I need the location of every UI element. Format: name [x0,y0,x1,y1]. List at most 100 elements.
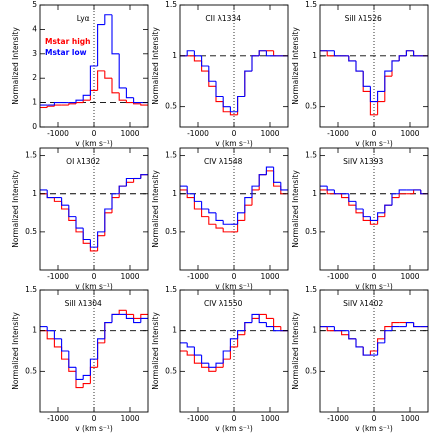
step [53,330,62,340]
step [75,367,84,381]
step [348,334,356,340]
y-tick-label: 1.5 [165,0,177,9]
step [258,50,267,56]
step [377,101,385,115]
step [75,216,84,229]
step [333,326,342,332]
step [333,50,342,57]
y-tick-label: 1 [312,189,317,198]
step [215,224,224,229]
x-axis-label: v (km s⁻¹) [355,282,393,291]
step [89,366,98,384]
panel-title: OI λ1302 [66,157,100,166]
step [237,95,245,112]
y-tick-label: 1.5 [305,151,317,160]
step [97,23,105,66]
panel: -1000 0 1000 0.5 1 1.5 CII λ1334 v (km s⁻¹) Norm… [151,0,289,148]
y-tick-label: 0.5 [25,366,37,375]
y-tick-label: 0.5 [165,102,177,111]
x-tick-label: -1000 [187,414,209,423]
x-axis-label: v (km s⁻¹) [215,139,253,148]
y-tick-label: 1 [32,98,37,107]
y-tick-label: 1 [32,189,37,198]
x-axis-label: v (km s⁻¹) [75,139,113,148]
step [125,181,134,187]
step [273,50,281,57]
x-tick-label: 1000 [120,129,139,138]
step [237,330,245,339]
panel-title: SiIV λ1393 [343,157,383,166]
step [229,106,238,113]
series-group [180,313,288,372]
step [111,313,120,323]
step [82,374,91,380]
step [333,189,342,195]
step [82,382,91,388]
x-tick-label: 0 [92,272,97,281]
step [326,50,335,57]
panel-title: SiII λ1304 [65,299,102,308]
step [46,189,55,199]
y-tick-label: 1.5 [305,285,317,294]
step [280,182,288,191]
step [186,342,195,348]
step [133,314,141,320]
step [111,78,120,94]
x-axis-label: v (km s⁻¹) [215,424,253,433]
step [222,96,231,108]
step [208,216,216,225]
series-group [40,14,148,109]
step [413,322,421,328]
x-tick-label: 1000 [260,414,279,423]
x-axis-label: v (km s⁻¹) [355,424,393,433]
step [377,216,385,225]
step [377,212,385,221]
step [355,201,364,210]
step [193,355,202,364]
y-axis-label: Normalized Intensity [291,170,300,248]
series-group [40,174,148,252]
step [68,103,76,106]
step [384,330,392,343]
step [244,321,252,331]
step [140,174,148,179]
step [215,86,224,103]
step [125,87,134,99]
x-tick-label: -1000 [187,129,209,138]
step [68,351,76,368]
series-group [320,321,428,356]
step [326,326,335,332]
panel-title: CIV λ1548 [204,157,243,166]
x-tick-label: 0 [92,414,97,423]
step [215,366,224,372]
step [258,313,267,319]
step [208,66,216,82]
step [125,100,134,104]
x-tick-label: 1000 [120,414,139,423]
x-axis-label: v (km s⁻¹) [75,424,113,433]
panel: -1000 0 1000 0.5 1 1.5 SiIV λ1402 v (km s⁻¹) Nor… [291,285,429,433]
step [215,362,224,368]
step [369,91,378,116]
step [82,228,91,241]
y-tick-label: 1 [32,326,37,335]
step [201,363,209,368]
step [208,71,216,87]
y-axis-label: Normalized Intensity [151,312,160,390]
step [258,174,267,187]
step [53,338,62,348]
step [208,363,216,368]
step [405,321,414,327]
step [384,326,392,339]
step [391,193,400,206]
y-tick-label: 1.5 [165,285,177,294]
x-tick-label: 0 [92,129,97,138]
step [251,185,260,198]
step [258,174,267,190]
step [413,322,421,328]
step [97,70,105,91]
x-tick-label: 1000 [400,414,419,423]
panel: -1000 0 1000 0.5 1 1.5 CIV λ1550 v (km s⁻¹) Norm… [151,285,289,433]
step [97,231,105,248]
y-tick-label: 2 [32,73,37,82]
